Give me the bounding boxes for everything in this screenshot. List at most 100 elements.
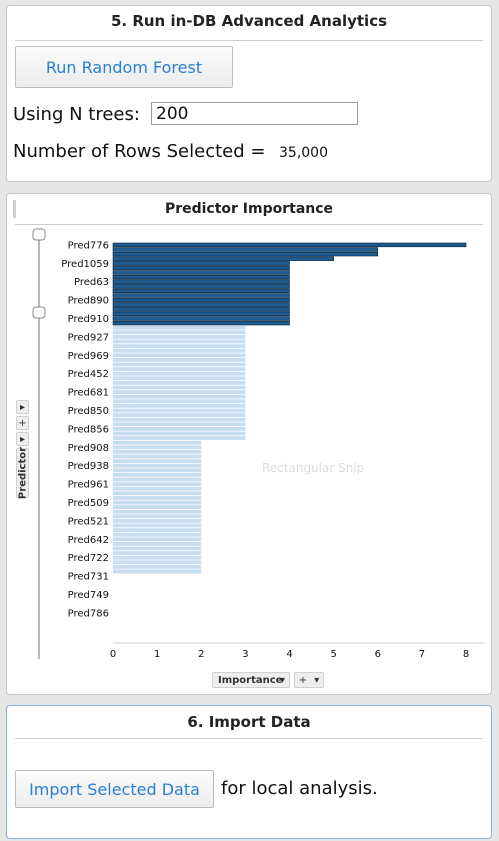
bar-mark[interactable] [113,528,202,532]
bar-mark[interactable] [113,523,202,528]
bar-mark[interactable] [112,307,290,312]
bar-mark[interactable] [113,399,246,404]
import-selected-data-button[interactable]: Import Selected Data [15,770,214,808]
bar-mark[interactable] [113,505,202,509]
bar-mark[interactable] [113,519,202,523]
bar-mark[interactable] [113,463,202,468]
bar-mark[interactable] [113,376,246,381]
bar-mark[interactable] [113,569,202,574]
bar-mark[interactable] [113,353,246,358]
watermark-text: Rectangular Snip [262,461,364,475]
bar-mark[interactable] [113,330,246,335]
bar-mark[interactable] [113,325,246,330]
panel-grip[interactable] [13,200,16,218]
bar-mark[interactable] [113,532,202,537]
bar-mark[interactable] [112,316,290,321]
bar-mark[interactable] [113,565,202,569]
bar-mark[interactable] [113,394,246,399]
bar-mark[interactable] [113,496,202,500]
bar-mark[interactable] [113,477,202,482]
predictor-importance-panel: Predictor Importance Pred776 Pred1059 Pred… [6,193,492,695]
bar-mark[interactable] [113,427,246,431]
bar-mark[interactable] [112,256,334,261]
run-random-forest-button[interactable]: Run Random Forest [15,46,233,88]
y-shelf-arrow-1[interactable]: ▸ [16,400,29,414]
import-panel: 6. Import Data Import Selected Data for … [6,705,492,839]
predictor-importance-chart: Pred776 Pred1059 Pred63 Pred890 Pred910 Pred9… [32,228,485,660]
bar-mark[interactable] [113,440,202,445]
bar-mark[interactable] [113,445,202,450]
bar-mark[interactable] [112,261,290,266]
scrollbar-handle-bottom[interactable] [32,306,46,319]
import-title-divider [15,738,483,739]
bar-mark[interactable] [113,436,246,440]
bar-mark[interactable] [113,546,202,551]
bar-mark[interactable] [113,404,246,408]
bar-mark[interactable] [112,293,290,298]
bar-mark[interactable] [113,371,246,376]
bar-mark[interactable] [113,385,246,390]
bar-mark[interactable] [113,500,202,505]
bar-mark[interactable] [113,473,202,477]
y-shelf-arrow-2[interactable]: ▸ [16,432,29,446]
bar-mark[interactable] [113,335,246,339]
bar-mark[interactable] [112,270,290,275]
bar-mark[interactable] [113,537,202,542]
bar-mark[interactable] [113,454,202,459]
bar-mark[interactable] [113,491,202,496]
trees-input[interactable] [151,102,358,125]
bar-mark[interactable] [113,344,246,348]
bar-mark[interactable] [113,381,246,385]
bar-mark[interactable] [112,320,290,326]
bar-mark[interactable] [113,459,202,463]
bar-mark[interactable] [113,542,202,546]
bar-mark[interactable] [113,482,202,486]
bar-mark[interactable] [113,514,202,519]
bar-mark[interactable] [113,422,246,427]
analytics-panel: 5. Run in-DB Advanced Analytics Run Rand… [6,5,492,182]
bar-mark[interactable] [113,408,246,413]
bar-mark[interactable] [112,279,290,284]
y-shelf-plus[interactable]: + [16,416,29,430]
bar-mark[interactable] [113,486,202,491]
bar-mark[interactable] [112,242,467,248]
bar-mark[interactable] [112,265,290,271]
chart-title-divider [15,224,483,225]
scrollbar-handle-top[interactable] [32,228,46,241]
bar-mark[interactable] [113,358,246,362]
x-tick-label: 4 [286,649,292,660]
bar-mark[interactable] [113,555,202,560]
y-tick-label: Pred856 [68,424,109,435]
trees-label: Using N trees: [13,104,140,125]
bar-mark[interactable] [113,367,246,371]
bar-mark[interactable] [112,284,290,289]
bar-mark[interactable] [113,348,246,353]
bar-mark[interactable] [112,297,290,303]
bar-mark[interactable] [113,551,202,555]
bar-mark[interactable] [113,339,246,344]
bar-mark[interactable] [113,509,202,514]
bar-mark[interactable] [113,431,246,436]
x-tick-label: 6 [375,649,381,660]
y-shelf-predictor[interactable]: Predictor [16,447,29,499]
x-tick-label: 0 [110,649,116,660]
x-shelf-plus[interactable]: + ▾ [294,672,324,688]
y-tick-label: Pred642 [68,535,109,546]
bar-mark[interactable] [113,450,202,454]
y-tick-label: Pred63 [74,277,109,288]
bar-mark[interactable] [113,362,246,367]
y-tick-label: Pred927 [68,332,109,343]
bar-mark[interactable] [112,288,290,294]
x-shelf-importance[interactable]: Importance ▾ [212,672,290,688]
bar-mark[interactable] [113,417,246,422]
bar-mark[interactable] [113,390,246,394]
bar-mark[interactable] [113,468,202,473]
bar-mark[interactable] [112,274,290,280]
bar-mark[interactable] [112,302,290,307]
bar-mark[interactable] [112,251,379,257]
y-tick-label: Pred961 [68,480,109,491]
bar-mark[interactable] [113,560,202,565]
bar-mark[interactable] [113,413,246,417]
bar-mark[interactable] [112,311,290,317]
bar-mark[interactable] [112,247,379,252]
